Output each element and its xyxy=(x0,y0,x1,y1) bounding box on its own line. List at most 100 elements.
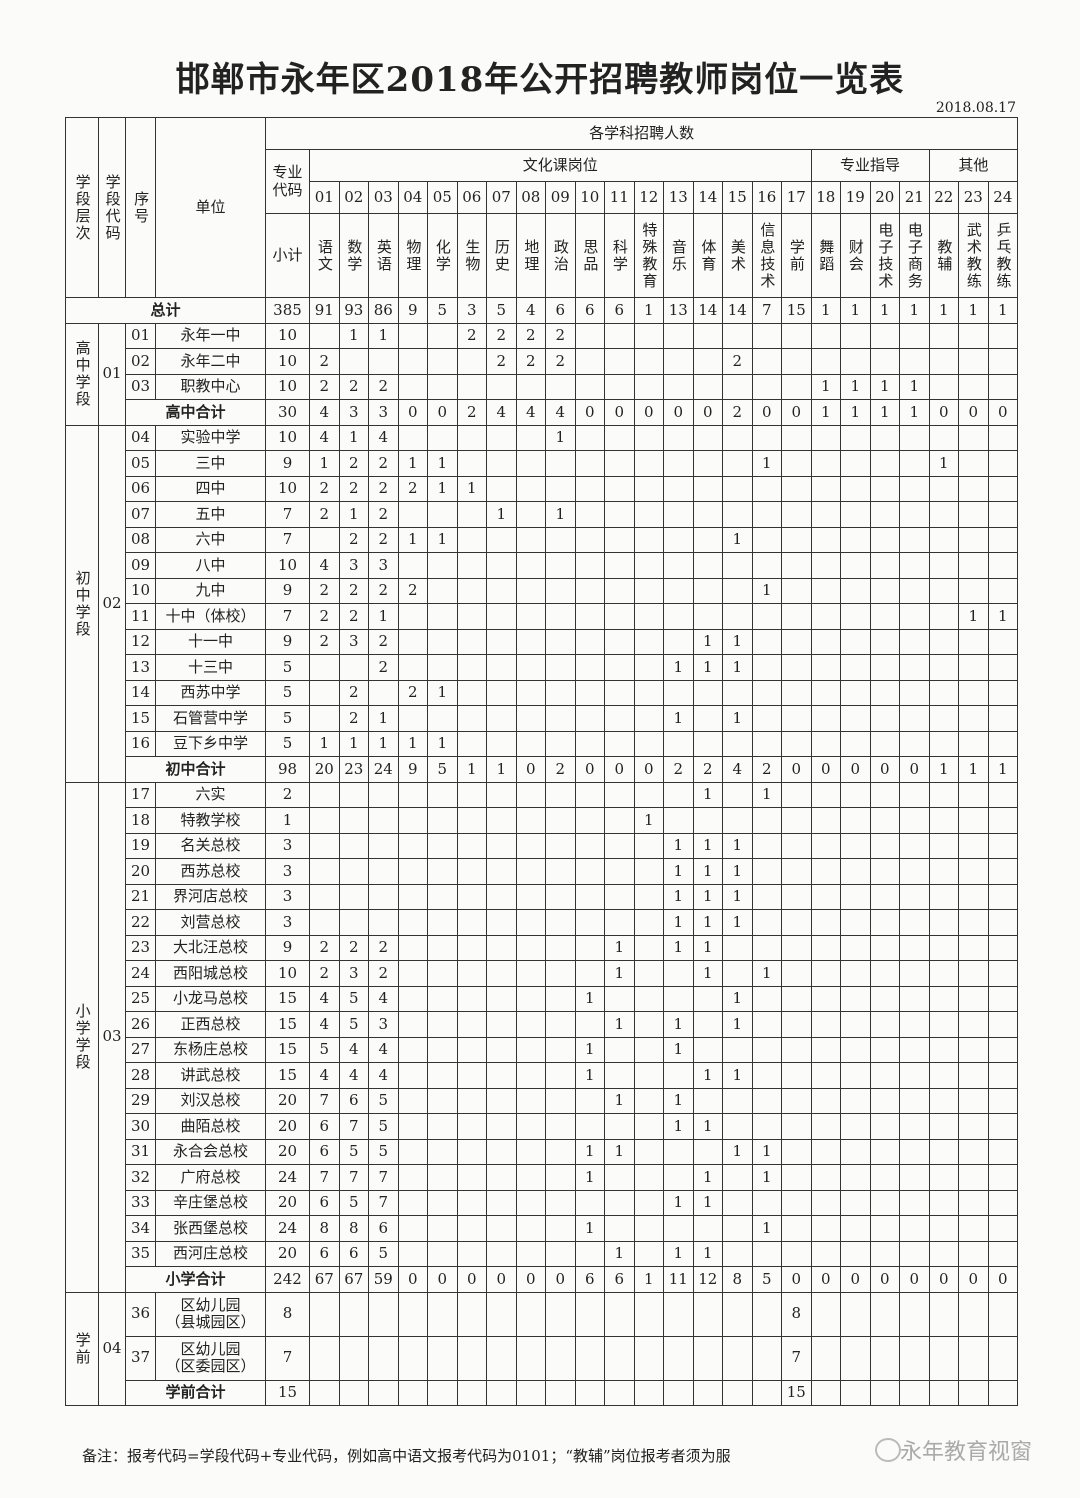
count-cell: 4 xyxy=(338,1036,369,1063)
count-cell xyxy=(958,526,989,553)
count-cell xyxy=(751,628,782,655)
count-cell xyxy=(928,603,959,630)
row-seq: 27 xyxy=(125,1036,156,1063)
count-cell: 0 xyxy=(545,1266,576,1293)
count-cell: 1 xyxy=(722,705,753,732)
row-unit: 永年一中 xyxy=(155,322,266,349)
count-cell xyxy=(486,552,517,579)
count-cell xyxy=(368,679,399,706)
row-seq: 22 xyxy=(125,909,156,936)
unit-name: 西苏总校 xyxy=(180,861,241,880)
count-cell xyxy=(958,348,989,375)
count-cell xyxy=(958,883,989,910)
count-cell xyxy=(810,654,841,681)
row-unit: 辛庄堡总校 xyxy=(155,1189,266,1216)
count-cell xyxy=(397,807,428,834)
count-cell: 0 xyxy=(899,1266,930,1293)
count-cell xyxy=(633,501,664,528)
count-cell xyxy=(692,603,723,630)
count-cell xyxy=(574,577,605,604)
count-cell: 4 xyxy=(309,1011,340,1038)
header-recruit-count: 各学科招聘人数 xyxy=(264,117,1019,150)
count-cell: 1 xyxy=(663,1189,694,1216)
count-cell xyxy=(515,654,546,681)
count-cell xyxy=(987,424,1019,451)
subtotal-label: 学前合计 xyxy=(125,1379,266,1406)
table-row: 33 辛庄堡总校 20 6 5 7 1 1 xyxy=(66,1189,1019,1216)
row-seq: 33 xyxy=(125,1189,156,1216)
count-cell xyxy=(840,348,871,375)
subject-name-text: 电子商务 xyxy=(905,221,924,290)
count-cell: 1 xyxy=(309,730,340,757)
count-cell xyxy=(515,475,546,502)
count-cell xyxy=(515,1335,546,1381)
document-date: 2018.08.17 xyxy=(935,100,1016,116)
subject-code: 19 xyxy=(840,181,871,214)
count-cell: 1 xyxy=(633,1266,664,1293)
count-cell xyxy=(604,1164,635,1191)
header-group-other: 其他 xyxy=(928,149,1019,182)
count-cell xyxy=(928,577,959,604)
count-cell xyxy=(456,603,487,630)
count-cell xyxy=(958,730,989,757)
row-unit: 六实 xyxy=(155,781,266,808)
count-cell xyxy=(751,883,782,910)
count-cell xyxy=(633,526,664,553)
count-cell xyxy=(869,679,900,706)
count-cell xyxy=(751,1379,782,1406)
subject-name: 体育 xyxy=(692,213,723,298)
count-cell xyxy=(515,832,546,859)
row-seq: 03 xyxy=(125,373,156,400)
row-total: 9 xyxy=(265,628,310,655)
count-cell: 3 xyxy=(338,399,369,426)
count-cell xyxy=(633,1087,664,1114)
count-cell: 2 xyxy=(309,577,340,604)
count-cell xyxy=(987,1011,1019,1038)
count-cell xyxy=(781,1138,812,1165)
count-cell: 20 xyxy=(309,756,340,783)
count-cell: 5 xyxy=(427,756,458,783)
count-cell xyxy=(486,883,517,910)
count-cell xyxy=(692,475,723,502)
count-cell xyxy=(899,1215,930,1242)
count-cell: 1 xyxy=(663,1087,694,1114)
count-cell xyxy=(840,934,871,961)
section-code: 03 xyxy=(98,781,126,1293)
table-row: 03 职教中心 10 2 2 2 1 1 1 1 xyxy=(66,373,1019,400)
count-cell xyxy=(397,654,428,681)
count-cell xyxy=(810,985,841,1012)
count-cell xyxy=(751,1087,782,1114)
count-cell xyxy=(633,1036,664,1063)
count-cell xyxy=(692,730,723,757)
count-cell xyxy=(751,832,782,859)
count-cell xyxy=(309,781,340,808)
count-cell xyxy=(427,705,458,732)
count-cell xyxy=(781,807,812,834)
count-cell xyxy=(810,322,841,349)
count-cell xyxy=(633,450,664,477)
count-cell xyxy=(604,450,635,477)
count-cell: 2 xyxy=(722,399,753,426)
subtotal-row: 初中合计 98 20 23 24 9 5 1 1 0 2 0 0 0 2 2 4 2 0 0 0 0 0 1 1 1 xyxy=(66,756,1019,783)
count-cell xyxy=(781,1113,812,1140)
count-cell xyxy=(397,832,428,859)
count-cell xyxy=(604,348,635,375)
count-cell xyxy=(545,934,576,961)
count-cell xyxy=(427,807,458,834)
count-cell: 1 xyxy=(899,373,930,400)
subtotal-value: 98 xyxy=(265,756,310,783)
count-cell xyxy=(928,1164,959,1191)
count-cell: 5 xyxy=(338,1011,369,1038)
subject-name-text: 物理 xyxy=(404,238,423,273)
unit-name: 西苏中学 xyxy=(180,683,241,702)
count-cell xyxy=(899,960,930,987)
count-cell xyxy=(663,603,694,630)
count-cell xyxy=(633,679,664,706)
count-cell xyxy=(751,322,782,349)
count-cell xyxy=(899,1335,930,1381)
unit-name: 永年二中 xyxy=(180,351,241,370)
count-cell xyxy=(397,705,428,732)
count-cell: 0 xyxy=(987,1266,1019,1293)
row-total: 3 xyxy=(265,832,310,859)
count-cell: 1 xyxy=(722,832,753,859)
